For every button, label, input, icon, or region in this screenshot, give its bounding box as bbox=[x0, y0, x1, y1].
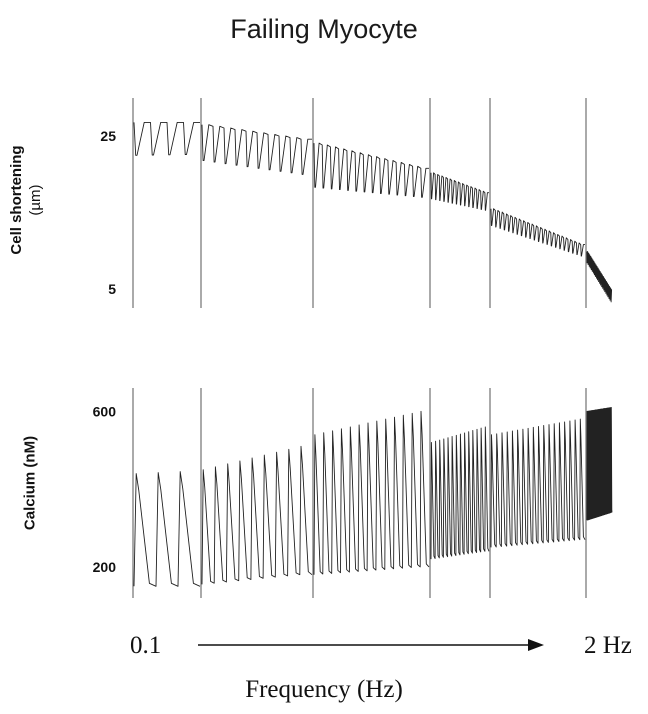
shortening-trace-segment bbox=[314, 143, 429, 197]
shortening-trace-segment bbox=[431, 173, 489, 211]
shortening-panel: 25 5 bbox=[100, 98, 612, 308]
calcium-trace-segment bbox=[491, 419, 585, 547]
calcium-trace-segment bbox=[202, 446, 312, 584]
calcium-panel: 600 200 bbox=[93, 388, 612, 598]
shortening-y-tick-label: 25 bbox=[100, 128, 116, 144]
calcium-trace-segment bbox=[431, 427, 489, 559]
calcium-y-tick-label: 200 bbox=[93, 559, 117, 575]
shortening-trace-segment bbox=[202, 125, 312, 175]
frequency-start-label: 0.1 bbox=[130, 632, 161, 660]
frequency-arrow-head bbox=[528, 639, 544, 651]
calcium-trace-segment bbox=[587, 407, 612, 520]
shortening-trace-segment bbox=[491, 209, 585, 256]
shortening-y-tick-label: 5 bbox=[108, 281, 116, 297]
shortening-trace-segment bbox=[134, 122, 200, 155]
x-axis-label: Frequency (Hz) bbox=[0, 676, 648, 704]
shortening-trace-segment bbox=[587, 252, 612, 302]
calcium-y-tick-label: 600 bbox=[93, 403, 117, 419]
calcium-trace-segment bbox=[134, 472, 200, 587]
frequency-end-label: 2 Hz bbox=[584, 632, 632, 660]
frequency-arrow bbox=[198, 639, 544, 651]
calcium-trace-segment bbox=[314, 411, 429, 574]
